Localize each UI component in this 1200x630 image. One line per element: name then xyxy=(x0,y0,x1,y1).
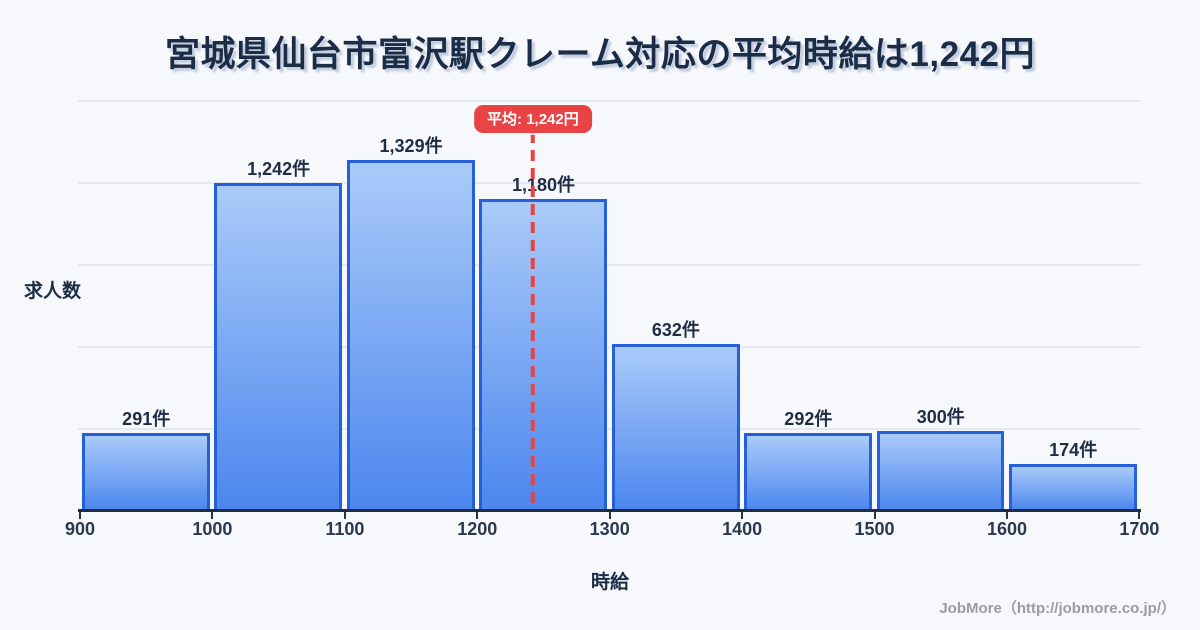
x-tick-mark xyxy=(741,511,744,519)
x-axis-label: 時給 xyxy=(590,572,629,593)
x-tick-mark xyxy=(211,511,214,519)
histogram-bar xyxy=(346,160,475,510)
x-tick-mark xyxy=(476,511,479,519)
footer-credit: JobMore（http://jobmore.co.jp/） xyxy=(939,600,1176,617)
gridline xyxy=(78,264,1142,266)
bar-value-label: 632件 xyxy=(651,319,700,340)
bar-value-label: 292件 xyxy=(784,409,833,430)
x-tick-label: 1400 xyxy=(722,519,763,539)
gridline xyxy=(78,428,1142,430)
x-tick-label: 1100 xyxy=(325,519,365,539)
x-tick-mark xyxy=(608,511,611,519)
bar-value-label: 1,242件 xyxy=(247,158,311,179)
histogram-bar xyxy=(479,199,608,510)
y-axis-label: 求人数 xyxy=(24,281,82,302)
histogram-bar xyxy=(1008,464,1137,510)
bar-value-label: 1,180件 xyxy=(511,175,576,196)
x-tick-label: 1200 xyxy=(457,519,498,539)
bar-value-label: 291件 xyxy=(122,409,171,430)
x-tick-mark xyxy=(1005,511,1008,519)
x-tick-mark xyxy=(79,511,81,519)
bar-value-label: 300件 xyxy=(916,407,965,427)
x-tick-label: 1700 xyxy=(1119,519,1160,539)
bar-value-label: 174件 xyxy=(1049,440,1098,461)
x-tick-mark xyxy=(873,511,876,519)
x-axis-baseline xyxy=(78,509,1141,512)
x-tick-mark xyxy=(343,511,346,519)
chart-title: 宮城県仙台市富沢駅クレーム対応の平均時給は1,242円 xyxy=(164,35,1036,74)
x-tick-label: 1300 xyxy=(589,519,630,539)
histogram-bar xyxy=(876,431,1005,510)
histogram-bar xyxy=(744,433,873,510)
x-tick-mark xyxy=(1138,511,1141,519)
bar-value-label: 1,329件 xyxy=(379,136,443,157)
x-tick-label: 1000 xyxy=(192,519,233,539)
gridline xyxy=(78,182,1142,184)
histogram-bar xyxy=(611,343,740,510)
gridline xyxy=(78,100,1142,102)
x-tick-label: 1600 xyxy=(986,519,1027,539)
average-value-badge: 平均: 1,242円 xyxy=(474,105,592,133)
x-tick-label: 900 xyxy=(64,519,96,539)
histogram-bar xyxy=(82,433,210,510)
x-tick-label: 1500 xyxy=(854,519,895,539)
average-marker-line xyxy=(530,132,536,508)
histogram-bar xyxy=(214,182,343,510)
gridline xyxy=(78,346,1142,348)
